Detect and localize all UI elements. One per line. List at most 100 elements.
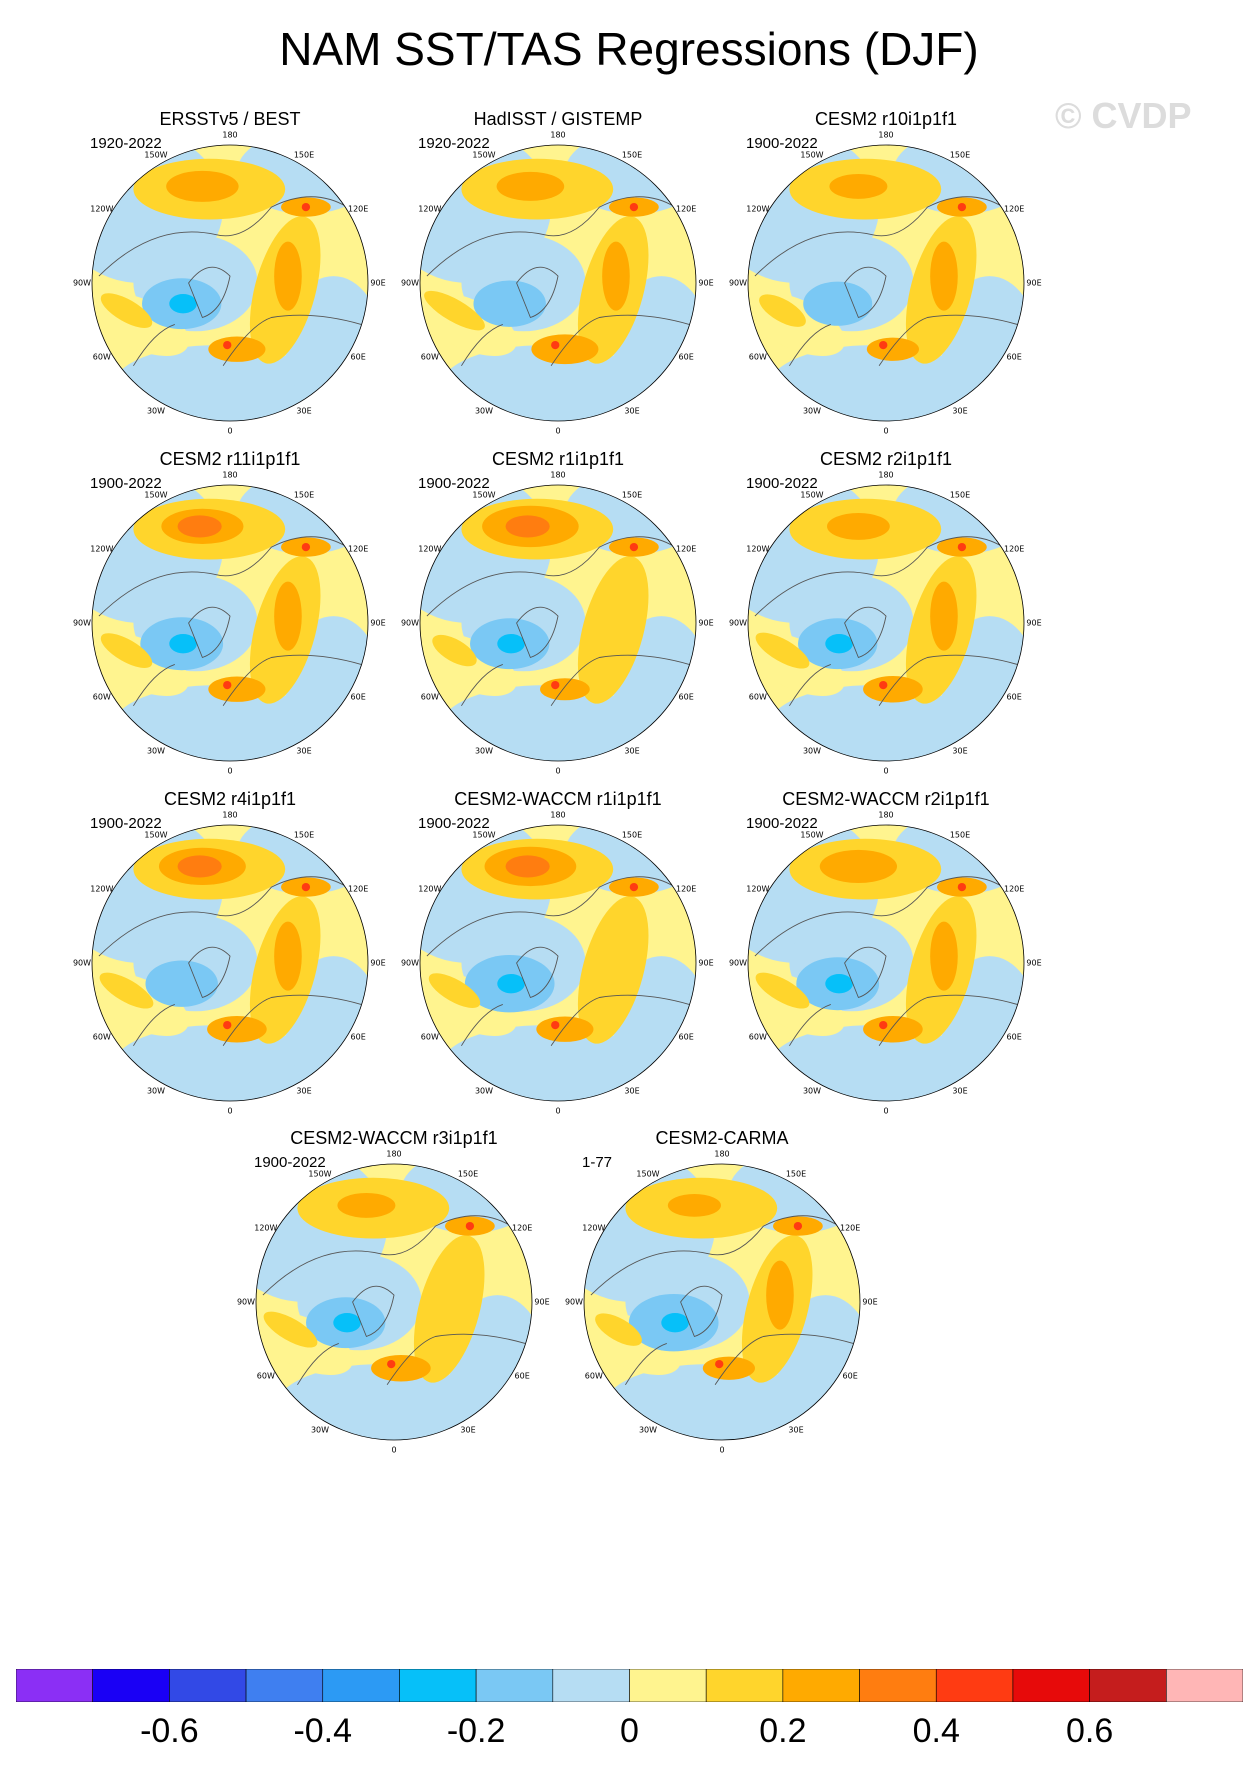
colorbar	[15, 1668, 1244, 1703]
longitude-label: 30E	[460, 1425, 476, 1435]
panel-period: 1920-2022	[418, 135, 490, 152]
longitude-label: 150W	[472, 150, 496, 160]
longitude-label: 90E	[534, 1297, 550, 1307]
panel-period: 1900-2022	[418, 815, 490, 832]
longitude-label: 90W	[400, 618, 420, 628]
longitude-label: 90W	[72, 278, 92, 288]
longitude-label: 120E	[675, 544, 697, 554]
longitude-label: 60W	[256, 1371, 275, 1381]
longitude-label: 90W	[400, 278, 420, 288]
polar-map	[91, 484, 369, 762]
colorbar-swatch	[322, 1668, 400, 1703]
longitude-label: 120E	[511, 1223, 533, 1233]
panel-title: CESM2-WACCM r2i1p1f1	[782, 789, 990, 809]
panel-period: 1-77	[582, 1154, 613, 1171]
longitude-label: 150W	[144, 830, 168, 840]
longitude-label: 0	[883, 766, 889, 776]
longitude-label: 0	[883, 1106, 889, 1116]
longitude-label: 60W	[92, 692, 111, 702]
colorbar-swatch	[15, 1668, 93, 1703]
longitude-label: 120E	[675, 204, 697, 214]
longitude-label: 120W	[90, 544, 114, 554]
longitude-label: 150E	[457, 1169, 479, 1179]
longitude-label: 60W	[748, 1032, 767, 1042]
longitude-label: 180	[550, 130, 566, 140]
longitude-label: 180	[878, 470, 894, 480]
panel-period: 1900-2022	[746, 475, 818, 492]
panel-title: CESM2 r1i1p1f1	[491, 449, 625, 469]
polar-map	[583, 1163, 861, 1441]
colorbar-swatch	[1089, 1668, 1167, 1703]
longitude-label: 60E	[1006, 1032, 1022, 1042]
colorbar-tick-label: -0.6	[140, 1712, 199, 1750]
polar-map	[419, 824, 697, 1102]
longitude-label: 60W	[92, 352, 111, 362]
longitude-label: 120W	[746, 544, 770, 554]
longitude-label: 60W	[584, 1371, 603, 1381]
longitude-label: 120E	[675, 884, 697, 894]
longitude-label: 150E	[621, 830, 643, 840]
longitude-label: 90W	[72, 618, 92, 628]
panel-period: 1900-2022	[90, 475, 162, 492]
colorbar-swatch	[245, 1668, 324, 1703]
longitude-label: 30E	[952, 406, 968, 416]
longitude-label: 150W	[144, 150, 168, 160]
longitude-label: 60E	[1006, 692, 1022, 702]
longitude-label: 120E	[347, 884, 369, 894]
panel-period: 1900-2022	[254, 1154, 326, 1171]
colorbar-tick-label: -0.2	[446, 1712, 506, 1750]
longitude-label: 120W	[254, 1223, 278, 1233]
colorbar-tick-label: 0.2	[759, 1712, 807, 1750]
longitude-label: 60W	[420, 692, 439, 702]
colorbar-swatch	[629, 1668, 707, 1703]
panel-period: 1900-2022	[418, 475, 490, 492]
longitude-label: 30W	[146, 746, 166, 756]
longitude-label: 60W	[420, 352, 439, 362]
panel-title: CESM2 r10i1p1f1	[814, 109, 958, 129]
panel-period: 1900-2022	[746, 135, 818, 152]
panel-title: CESM2-WACCM r3i1p1f1	[290, 1128, 498, 1148]
panel-title: HadISST / GISTEMP	[473, 109, 643, 129]
longitude-label: 150E	[785, 1169, 807, 1179]
longitude-label: 120W	[746, 204, 770, 214]
longitude-label: 30E	[788, 1425, 804, 1435]
longitude-label: 30E	[624, 406, 640, 416]
longitude-label: 30W	[802, 1086, 822, 1096]
longitude-label: 30E	[296, 406, 312, 416]
longitude-label: 60W	[420, 1032, 439, 1042]
longitude-label: 90E	[1026, 958, 1042, 968]
longitude-label: 150E	[949, 150, 971, 160]
longitude-label: 120W	[582, 1223, 606, 1233]
longitude-label: 60E	[842, 1371, 858, 1381]
panel-title: CESM2-WACCM r1i1p1f1	[454, 789, 662, 809]
longitude-label: 60E	[514, 1371, 530, 1381]
longitude-label: 0	[227, 1106, 233, 1116]
longitude-label: 180	[222, 470, 238, 480]
longitude-label: 120E	[839, 1223, 861, 1233]
longitude-label: 30W	[146, 1086, 166, 1096]
longitude-label: 0	[719, 1445, 725, 1455]
longitude-label: 0	[391, 1445, 397, 1455]
longitude-label: 30W	[310, 1425, 330, 1435]
longitude-label: 30W	[146, 406, 166, 416]
longitude-label: 120E	[347, 544, 369, 554]
longitude-label: 150W	[472, 490, 496, 500]
polar-map	[91, 824, 369, 1102]
longitude-label: 180	[550, 470, 566, 480]
longitude-label: 150W	[144, 490, 168, 500]
longitude-label: 30E	[952, 1086, 968, 1096]
colorbar-swatch	[1166, 1668, 1244, 1703]
longitude-label: 180	[878, 810, 894, 820]
longitude-label: 90E	[370, 618, 386, 628]
panel-title: CESM2 r2i1p1f1	[819, 449, 953, 469]
longitude-label: 60E	[350, 352, 366, 362]
polar-map	[747, 824, 1025, 1102]
longitude-label: 0	[555, 426, 561, 436]
longitude-label: 180	[714, 1149, 730, 1159]
longitude-label: 30W	[802, 406, 822, 416]
longitude-label: 0	[227, 426, 233, 436]
longitude-label: 120W	[90, 884, 114, 894]
panel-title: ERSSTv5 / BEST	[159, 109, 301, 129]
figure-title: NAM SST/TAS Regressions (DJF)	[279, 23, 979, 75]
longitude-label: 120W	[418, 204, 442, 214]
